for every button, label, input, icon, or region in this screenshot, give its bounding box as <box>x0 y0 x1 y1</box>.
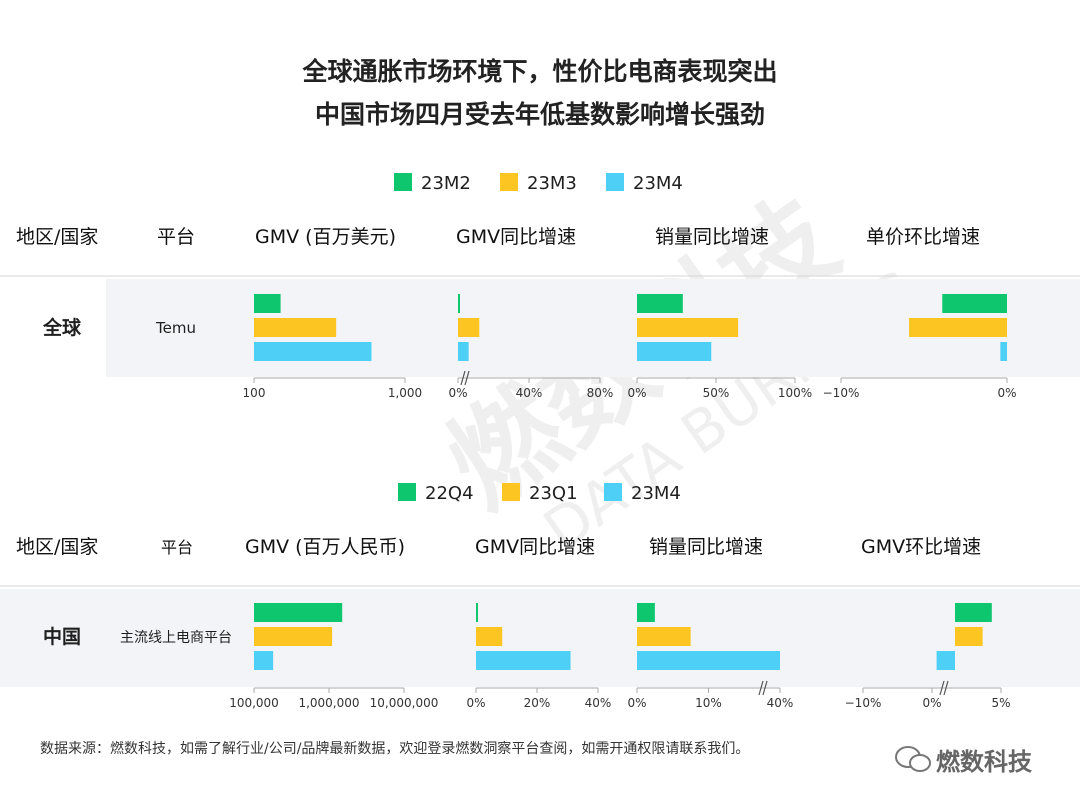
legend-swatch-s2-2 <box>502 483 520 501</box>
bar-s2-p4-3 <box>936 651 955 670</box>
tick-label-s2-p1-2: 1,000,000 <box>298 696 359 710</box>
bar-s1-p3-2 <box>637 318 739 337</box>
column-header-s2-m3: 销量同比增速 <box>649 536 763 558</box>
axis-break-s2-p4-b <box>943 680 949 696</box>
axis-break-s1-p2-a <box>460 370 466 386</box>
bar-s2-p3-1 <box>637 603 655 622</box>
axis-break-s2-p4-a <box>939 680 945 696</box>
row-region-s1: 全球 <box>42 316 82 339</box>
column-header-s1-region: 地区/国家 <box>16 226 98 248</box>
legend-swatch-s1-3 <box>606 173 624 191</box>
bar-s2-p1-3 <box>254 651 274 670</box>
chart-title-line-1: 全球通胀市场环境下，性价比电商表现突出 <box>302 57 778 86</box>
legend-swatch-s2-1 <box>398 483 416 501</box>
bar-s2-p4-1 <box>955 603 992 622</box>
legend-label-s1-1: 23M2 <box>421 173 471 194</box>
tick-label-s2-p2-1: 0% <box>466 696 485 710</box>
bar-s1-p3-3 <box>637 342 712 361</box>
bar-s2-p2-1 <box>476 603 478 622</box>
tick-label-s2-p3-1: 0% <box>627 696 646 710</box>
tick-label-s1-p2-2: 40% <box>516 386 543 400</box>
tick-label-s2-p2-2: 20% <box>524 696 551 710</box>
bar-s1-p4-2 <box>909 318 1007 337</box>
tick-label-s2-p4-2: 0% <box>922 696 941 710</box>
chart-title-line-2: 中国市场四月受去年低基数影响增长强劲 <box>314 100 765 129</box>
tick-label-s1-p3-2: 50% <box>703 386 730 400</box>
bar-s2-p3-2 <box>637 627 691 646</box>
legend-swatch-s2-3 <box>604 483 622 501</box>
bar-s1-p1-2 <box>254 318 337 337</box>
bar-s1-p2-1 <box>458 294 460 313</box>
legend-label-s2-2: 23Q1 <box>529 483 578 504</box>
row-platform-s2: 主流线上电商平台 <box>120 630 232 646</box>
tick-label-s1-p1-2: 1,000 <box>388 386 422 400</box>
brand-name: 燃数科技 <box>936 748 1032 776</box>
tick-label-s2-p1-1: 100,000 <box>229 696 279 710</box>
column-header-s2-m2: GMV同比增速 <box>475 536 595 558</box>
legend-label-s1-2: 23M3 <box>527 173 577 194</box>
tick-label-s1-p1-1: 100 <box>243 386 266 400</box>
bar-s1-p2-2 <box>458 318 480 337</box>
bar-s1-p4-1 <box>942 294 1007 313</box>
bar-s2-p2-3 <box>476 651 571 670</box>
column-header-s1-m1: GMV (百万美元) <box>255 226 396 248</box>
tick-label-s2-p1-3: 10,000,000 <box>370 696 439 710</box>
legend-label-s2-1: 22Q4 <box>425 483 474 504</box>
bar-s1-p3-1 <box>637 294 683 313</box>
wechat-icon <box>895 746 931 772</box>
column-header-s2-m1: GMV (百万人民币) <box>245 536 405 558</box>
bar-s2-p2-2 <box>476 627 503 646</box>
tick-label-s2-p4-1: −10% <box>845 696 882 710</box>
row-region-s2: 中国 <box>43 625 81 648</box>
bar-s2-p4-2 <box>955 627 983 646</box>
column-header-s1-m2: GMV同比增速 <box>456 226 576 248</box>
axis-break-s2-p3-b <box>762 680 768 696</box>
footer-source-text: 数据来源：燃数科技，如需了解行业/公司/品牌最新数据，欢迎登录燃数洞察平台查阅，… <box>40 741 750 757</box>
tick-label-s2-p4-3: 5% <box>991 696 1010 710</box>
legend-swatch-s1-2 <box>500 173 518 191</box>
axis-break-s1-p2-b <box>464 370 470 386</box>
tick-label-s1-p3-1: 0% <box>627 386 646 400</box>
legend-label-s1-3: 23M4 <box>633 173 683 194</box>
bar-s2-p1-1 <box>254 603 343 622</box>
column-header-s1-m3: 销量同比增速 <box>655 226 769 248</box>
bar-s2-p3-3 <box>637 651 780 670</box>
row-background-s2 <box>0 589 1080 687</box>
tick-label-s1-p2-1: 0% <box>448 386 467 400</box>
column-header-s1-m4: 单价环比增速 <box>866 226 980 248</box>
tick-label-s2-p3-2: 10% <box>695 696 722 710</box>
bar-s1-p1-3 <box>254 342 372 361</box>
column-header-s2-platform: 平台 <box>161 538 193 557</box>
bar-s1-p2-3 <box>458 342 469 361</box>
tick-label-s1-p4-2: 0% <box>997 386 1016 400</box>
column-header-s1-platform: 平台 <box>157 226 195 248</box>
tick-label-s2-p2-3: 40% <box>585 696 612 710</box>
axis-break-s2-p3-a <box>758 680 764 696</box>
bar-s1-p1-1 <box>254 294 281 313</box>
column-header-s2-region: 地区/国家 <box>16 536 98 558</box>
row-platform-s1: Temu <box>155 319 196 337</box>
legend-label-s2-3: 23M4 <box>631 483 681 504</box>
tick-label-s1-p2-3: 80% <box>587 386 614 400</box>
tick-label-s1-p3-3: 100% <box>778 386 812 400</box>
tick-label-s1-p4-1: −10% <box>823 386 860 400</box>
legend-swatch-s1-1 <box>394 173 412 191</box>
tick-label-s2-p3-3: 40% <box>767 696 794 710</box>
bar-s1-p4-3 <box>1000 342 1007 361</box>
bar-s2-p1-2 <box>254 627 333 646</box>
column-header-s2-m4: GMV环比增速 <box>861 536 981 558</box>
